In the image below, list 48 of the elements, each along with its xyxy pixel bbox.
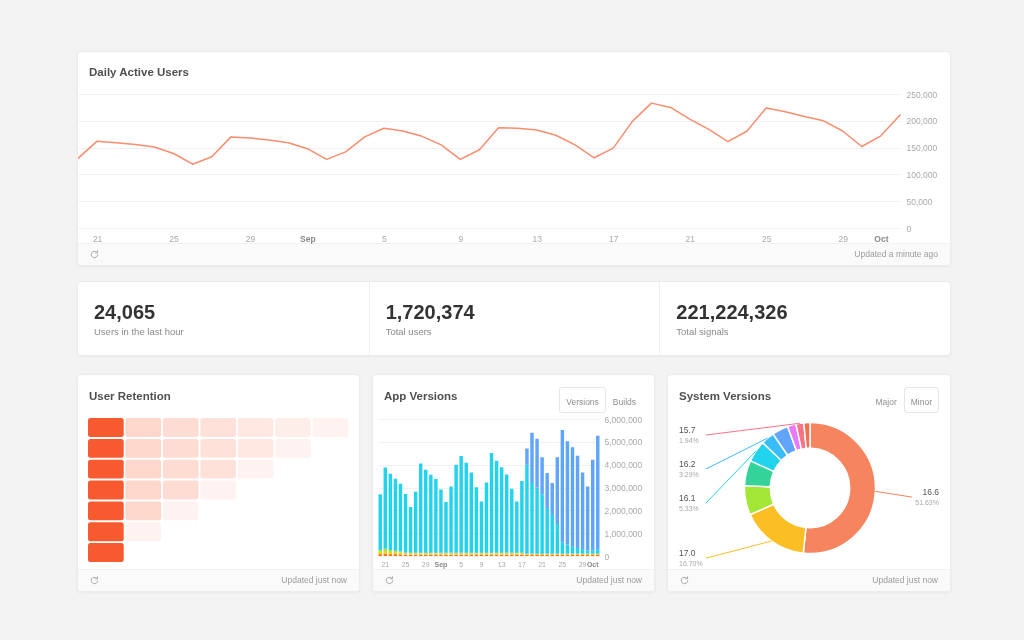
- slice-label: 17.0: [679, 548, 696, 559]
- text: User Retention: [89, 390, 171, 402]
- y-tick-label: 0: [604, 551, 610, 562]
- x-tick-label: 29: [245, 233, 256, 244]
- slice-label: 15.7: [679, 425, 696, 435]
- y-tick-label: 150,000: [906, 143, 938, 154]
- text: Updated just now: [872, 575, 938, 585]
- chart-title: System Versions: [679, 390, 772, 402]
- x-tick-label: Oct: [874, 233, 889, 244]
- text: 24,065: [94, 301, 156, 324]
- y-tick-label: 5,000,000: [604, 437, 643, 448]
- text: Updated just now: [281, 575, 347, 585]
- x-tick-label: Sep: [300, 233, 316, 244]
- toggle-button: Versions: [559, 387, 606, 413]
- x-tick-label: 17: [609, 233, 619, 244]
- x-tick-label: 21: [92, 233, 103, 244]
- x-tick-label: 5: [381, 233, 387, 244]
- x-tick-label: 25: [169, 233, 180, 244]
- text: Users in the last hour: [94, 326, 184, 337]
- y-tick-label: 0: [906, 223, 912, 234]
- slice-label: 16.1: [679, 493, 696, 503]
- x-tick-label: 29: [838, 233, 849, 244]
- slice-label: 16.6: [922, 487, 940, 498]
- text: 221,224,326: [676, 301, 788, 324]
- text: Builds: [612, 397, 636, 407]
- y-tick-label: 250,000: [906, 89, 938, 100]
- y-tick-label: 50,000: [906, 196, 933, 207]
- x-tick-label: 25: [761, 233, 772, 244]
- chart-title: App Versions: [384, 390, 458, 402]
- text: Updated a minute ago: [854, 249, 938, 259]
- toggle-button: Minor: [903, 387, 939, 413]
- text: 1,720,374: [385, 301, 475, 324]
- y-tick-label: 200,000: [906, 116, 938, 127]
- x-tick-label: 21: [685, 233, 696, 244]
- slice-label: 16.2: [679, 459, 696, 469]
- text: Total signals: [676, 326, 729, 337]
- chart-title: Daily Active Users: [89, 66, 189, 78]
- x-tick-label: 13: [532, 233, 543, 244]
- text: Major: [875, 397, 897, 407]
- text: Total users: [385, 326, 432, 337]
- text: Updated just now: [576, 575, 642, 585]
- y-tick-label: 4,000,000: [604, 460, 643, 471]
- x-tick-label: 9: [458, 233, 464, 244]
- y-tick-label: 100,000: [906, 169, 938, 180]
- y-tick-label: 3,000,000: [604, 483, 643, 493]
- y-tick-label: 1,000,000: [604, 528, 643, 539]
- y-tick-label: 6,000,000: [604, 414, 643, 425]
- y-tick-label: 2,000,000: [604, 505, 643, 516]
